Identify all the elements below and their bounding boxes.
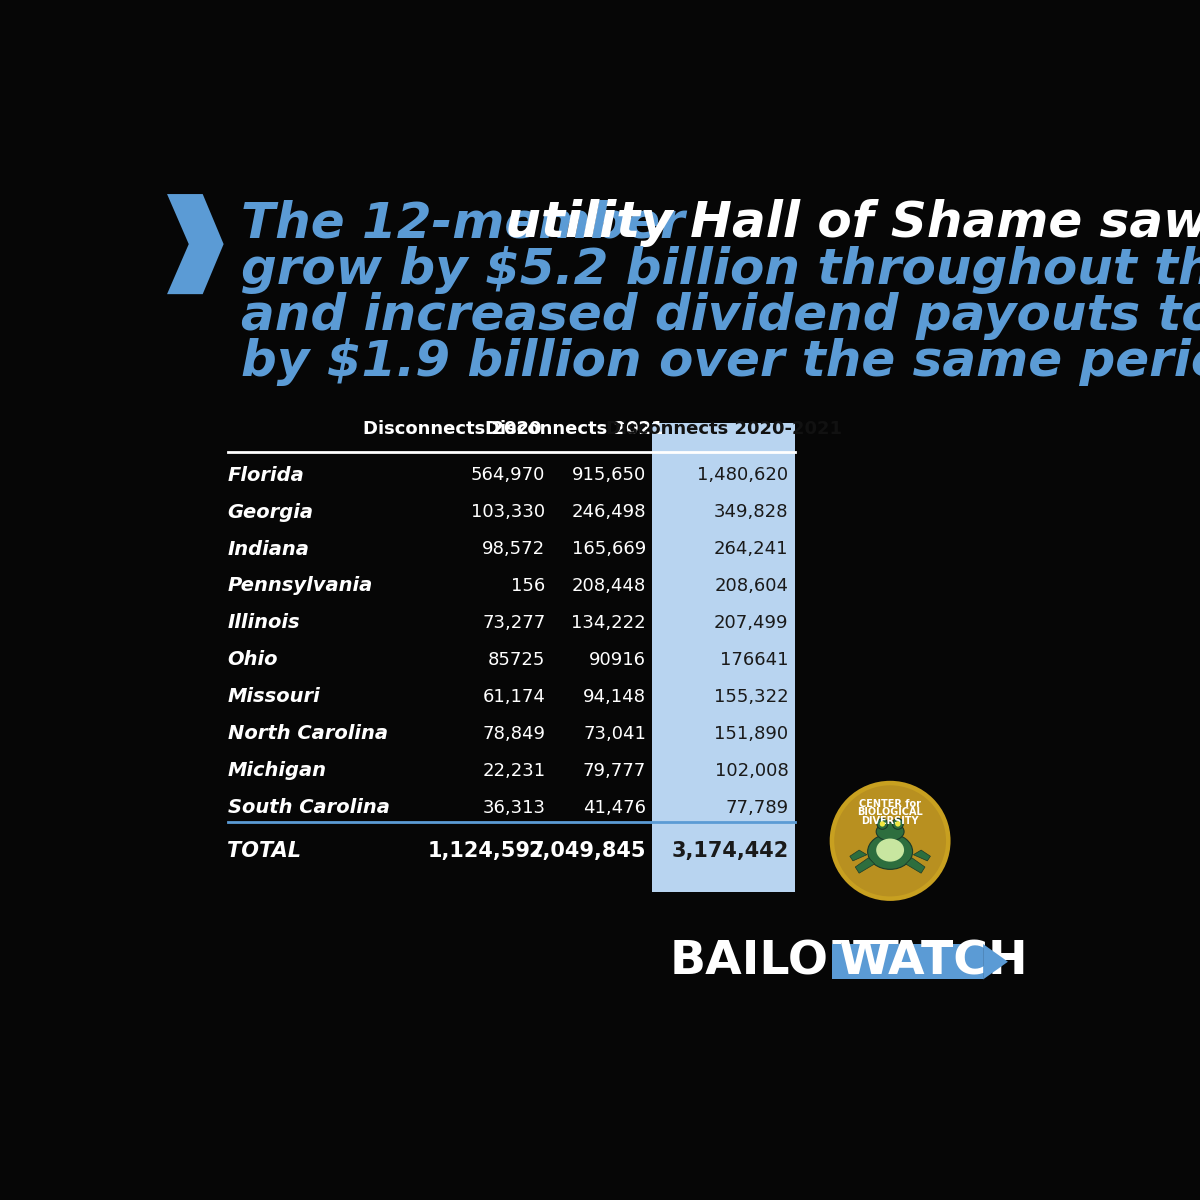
Text: 94,148: 94,148: [583, 688, 646, 706]
Text: 246,498: 246,498: [571, 503, 646, 521]
Text: 176641: 176641: [720, 650, 788, 668]
Text: The 12-member: The 12-member: [241, 199, 685, 247]
Text: 208,604: 208,604: [715, 577, 788, 595]
Text: 3,174,442: 3,174,442: [671, 841, 788, 860]
Text: by $1.9 billion over the same period.: by $1.9 billion over the same period.: [241, 338, 1200, 386]
Text: 915,650: 915,650: [571, 466, 646, 484]
Text: 155,322: 155,322: [714, 688, 788, 706]
Text: 85725: 85725: [488, 650, 545, 668]
Text: North Carolina: North Carolina: [228, 725, 388, 743]
Text: 36,313: 36,313: [482, 799, 545, 817]
Text: 264,241: 264,241: [714, 540, 788, 558]
Text: Disconnects 2021: Disconnects 2021: [486, 420, 664, 438]
Text: 208,448: 208,448: [571, 577, 646, 595]
Text: 102,008: 102,008: [715, 762, 788, 780]
Circle shape: [877, 818, 888, 829]
Text: CENTER for: CENTER for: [859, 799, 922, 809]
Text: Disconnects 2020: Disconnects 2020: [364, 420, 541, 438]
Text: 165,669: 165,669: [571, 540, 646, 558]
Polygon shape: [856, 858, 875, 874]
Text: 78,849: 78,849: [482, 725, 545, 743]
Text: grow by $5.2 billion throughout the pandemic: grow by $5.2 billion throughout the pand…: [241, 246, 1200, 294]
Text: Ohio: Ohio: [228, 650, 278, 670]
Circle shape: [880, 821, 886, 827]
Ellipse shape: [876, 839, 904, 862]
Text: Illinois: Illinois: [228, 613, 300, 632]
Text: Pennsylvania: Pennsylvania: [228, 576, 373, 595]
Ellipse shape: [829, 781, 950, 901]
Text: BAILOUT: BAILOUT: [670, 940, 899, 984]
Text: and increased dividend payouts to shareholders: and increased dividend payouts to shareh…: [241, 292, 1200, 340]
Text: 103,330: 103,330: [472, 503, 545, 521]
Polygon shape: [983, 944, 1008, 979]
Polygon shape: [850, 850, 866, 860]
FancyBboxPatch shape: [832, 944, 983, 979]
Ellipse shape: [876, 822, 904, 841]
Text: WATCH: WATCH: [839, 940, 1028, 984]
Ellipse shape: [868, 834, 913, 869]
Text: 90916: 90916: [589, 650, 646, 668]
Text: 156: 156: [511, 577, 545, 595]
Text: 98,572: 98,572: [482, 540, 545, 558]
Text: South Carolina: South Carolina: [228, 798, 389, 817]
Text: 73,277: 73,277: [482, 614, 545, 632]
Text: Disconnects 2020-2021: Disconnects 2020-2021: [606, 420, 841, 438]
Text: 151,890: 151,890: [714, 725, 788, 743]
Text: Michigan: Michigan: [228, 761, 326, 780]
Text: TOTAL: TOTAL: [228, 841, 301, 860]
Circle shape: [895, 821, 900, 827]
Text: 349,828: 349,828: [714, 503, 788, 521]
Text: 22,231: 22,231: [482, 762, 545, 780]
Circle shape: [893, 818, 904, 829]
Text: 134,222: 134,222: [571, 614, 646, 632]
Text: Indiana: Indiana: [228, 540, 310, 558]
Text: BIOLOGICAL: BIOLOGICAL: [857, 808, 923, 817]
Text: DIVERSITY: DIVERSITY: [862, 816, 919, 826]
Text: Missouri: Missouri: [228, 688, 320, 707]
Text: 61,174: 61,174: [482, 688, 545, 706]
Text: 77,789: 77,789: [726, 799, 788, 817]
Text: Georgia: Georgia: [228, 503, 313, 522]
FancyBboxPatch shape: [653, 422, 794, 893]
Polygon shape: [906, 858, 925, 874]
Polygon shape: [167, 194, 223, 294]
Text: utility Hall of Shame saw revenues: utility Hall of Shame saw revenues: [488, 199, 1200, 247]
Text: 1,124,597: 1,124,597: [427, 841, 545, 860]
Ellipse shape: [834, 785, 946, 896]
Text: Florida: Florida: [228, 466, 305, 485]
Text: 79,777: 79,777: [583, 762, 646, 780]
Text: 207,499: 207,499: [714, 614, 788, 632]
Text: 564,970: 564,970: [470, 466, 545, 484]
Text: 73,041: 73,041: [583, 725, 646, 743]
Polygon shape: [913, 850, 930, 860]
Text: 41,476: 41,476: [583, 799, 646, 817]
Text: 1,480,620: 1,480,620: [697, 466, 788, 484]
Text: 2,049,845: 2,049,845: [528, 841, 646, 860]
